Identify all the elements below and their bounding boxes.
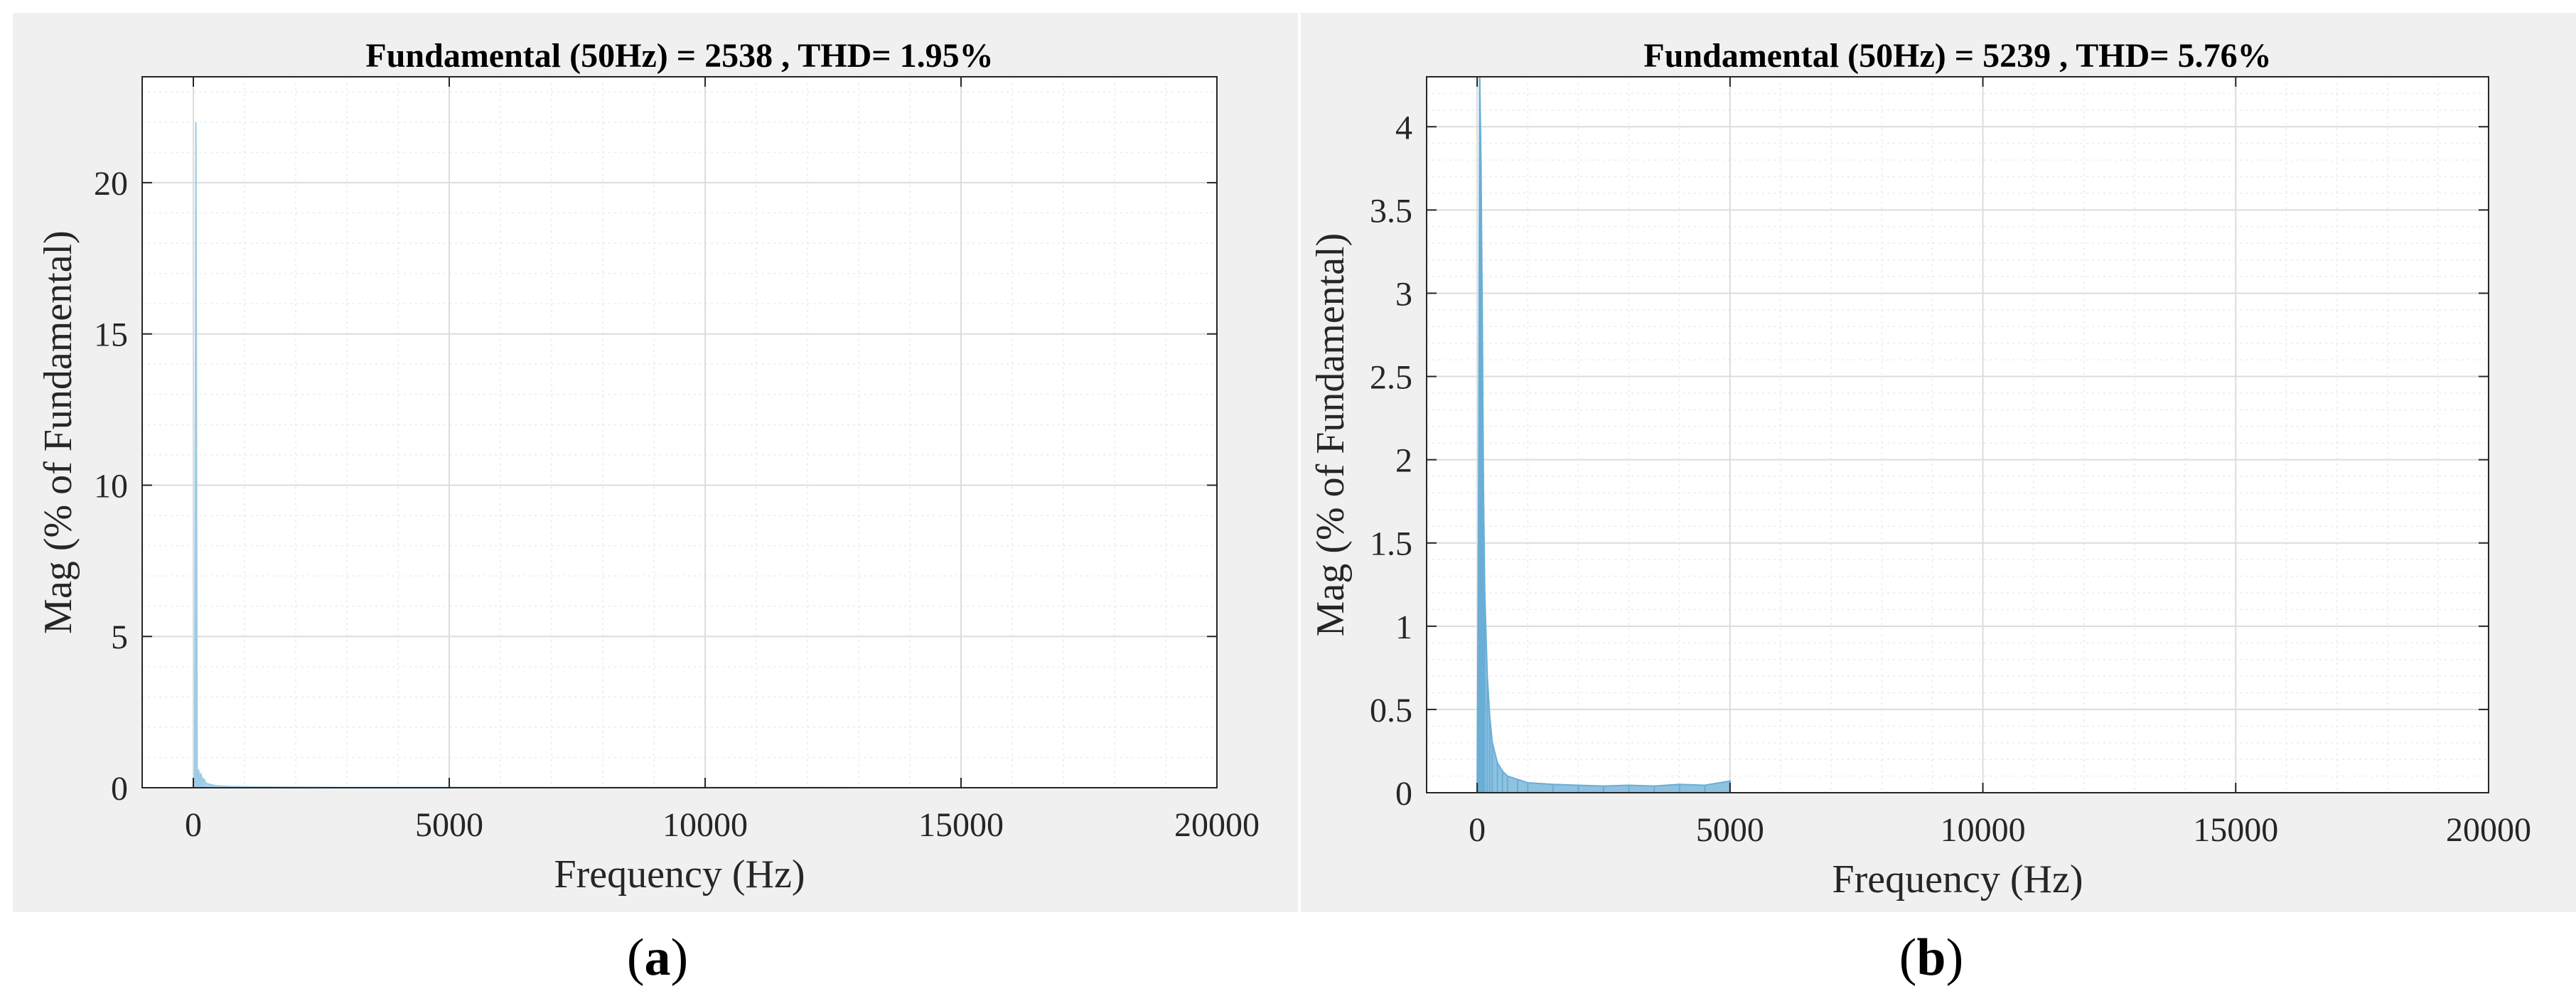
chart-a: 0 5000 10000 15000 20000 0 5 10 15 20 Fundamental … (36, 37, 1260, 897)
chart-0-axes-frame (141, 76, 1218, 788)
chart-panel-a: 0 5000 10000 15000 20000 0 5 10 15 20 Fundamental … (13, 13, 1298, 912)
caption-b-letter: b (1916, 929, 1946, 987)
chart-1-x-tick-label: 0 (1469, 811, 1486, 849)
chart-0-y-tick-label: 20 (94, 165, 128, 203)
chart-1-y-tick-label: 3 (1395, 275, 1412, 313)
chart-1-y-tick-label: 2 (1395, 442, 1412, 480)
chart-1-x-axis-label: Frequency (Hz) (1832, 857, 2083, 901)
chart-0-x-tick-label: 15000 (918, 806, 1004, 844)
chart-0-x-tick-label: 5000 (415, 806, 483, 844)
chart-0-y-tick-label: 5 (111, 619, 128, 656)
chart-1-y-tick-label: 1 (1395, 609, 1412, 646)
chart-0-x-tick-label: 20000 (1174, 806, 1260, 844)
chart-0-plot-area (142, 77, 1217, 788)
chart-0-x-tick-label: 0 (185, 806, 202, 844)
chart-1-title: Fundamental (50Hz) = 5239 , THD= 5.76% (1643, 37, 2271, 75)
chart-1-plot-area (1427, 77, 2489, 793)
chart-1-y-tick-label: 3.5 (1370, 192, 1412, 230)
chart-0-title: Fundamental (50Hz) = 2538 , THD= 1.95% (365, 37, 993, 75)
chart-b: 0 5000 10000 15000 20000 0 0.5 1 1.5 2 2.5 3 3.5 4 Fun… (1309, 37, 2531, 901)
chart-1-y-tick-label: 4 (1395, 109, 1412, 146)
chart-panel-b: 0 5000 10000 15000 20000 0 0.5 1 1.5 2 2.5 3 3.5 4 Fun… (1301, 13, 2576, 912)
caption-a-letter: a (644, 929, 671, 987)
chart-1-x-tick-label: 15000 (2193, 811, 2278, 849)
chart-1-y-axis-label: Mag (% of Fundamental) (1309, 233, 1353, 637)
chart-1-axes-frame (1426, 76, 2489, 793)
chart-0-y-tick-label: 10 (94, 467, 128, 505)
chart-1-y-tick-label: 0 (1395, 775, 1412, 813)
chart-1-x-tick-label: 5000 (1696, 811, 1764, 849)
chart-1-spectrum-series (1476, 76, 1731, 793)
caption-a: (a) (626, 929, 689, 987)
chart-1-y-tick-label: 2.5 (1370, 359, 1412, 397)
chart-1-y-tick-label: 1.5 (1370, 525, 1412, 563)
chart-1-y-tick-label: 0.5 (1370, 692, 1412, 729)
chart-0-y-tick-label: 15 (94, 316, 128, 354)
chart-0-x-axis-label: Frequency (Hz) (554, 852, 805, 897)
chart-0-y-tick-label: 0 (111, 770, 128, 808)
caption-b: (b) (1899, 929, 1964, 987)
chart-1-x-tick-label: 10000 (1941, 811, 2026, 849)
chart-1-x-tick-label: 20000 (2446, 811, 2531, 849)
chart-0-y-axis-label: Mag (% of Fundamental) (36, 230, 80, 634)
chart-0-x-tick-label: 10000 (662, 806, 748, 844)
